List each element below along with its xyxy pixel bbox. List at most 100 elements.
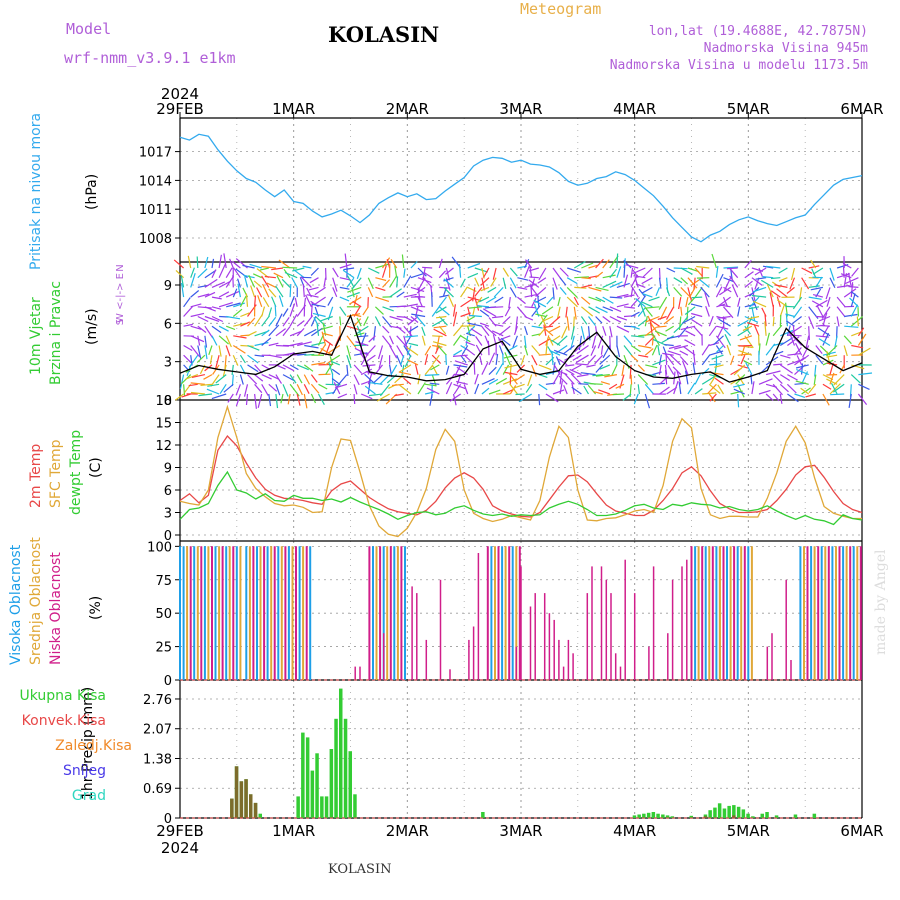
wind-arrow [616,293,629,298]
wind-arrow [557,296,561,307]
wind-arrow [485,296,497,304]
wind-arrow [665,306,675,320]
wind-arrow [538,364,552,371]
wind-arrow [289,364,299,371]
wind-arrow [305,294,312,308]
wind-arrow [310,267,319,276]
wind-arrow [445,267,454,275]
precip-convective-bar [239,781,244,818]
wind-arrow [435,306,447,314]
wind-arrow [280,393,284,404]
wind-arrow [599,364,611,370]
precip-total-bar [760,813,764,818]
wind-arrow [583,385,590,395]
wind-arrow [353,374,360,386]
wind-arrow [787,353,801,356]
wind-arrow [468,314,482,318]
wind-arrow [552,277,558,290]
wind-arrow [693,326,703,337]
wind-arrow [223,383,234,393]
wind-arrow [313,296,326,306]
x-tick-label-top: 29FEB [156,100,203,118]
wind-arrow [254,374,264,382]
wind-arrow [573,306,577,320]
wind-arrow [368,393,383,397]
wind-arrow [581,277,591,280]
wind-arrow [531,345,540,355]
wind-arrow [668,344,681,350]
wind-arrow [481,277,486,291]
wind-arrow [694,373,701,385]
wind-arrow [701,354,711,366]
wind-arrow [794,342,803,356]
wind-arrow [751,306,756,322]
wind-arrow [802,345,810,358]
wind-arrow [616,303,629,308]
wind-arrow [364,385,376,395]
wind-arrow [408,325,419,333]
wind-arrow [343,267,355,271]
wind-arrow [437,345,447,356]
wind-arrow [573,296,580,306]
wind-arrow [588,306,600,314]
wind-arrow [794,347,802,356]
wind-arrow [311,362,326,366]
wind-arrow [406,345,412,356]
precip-total-bar [732,805,736,818]
wind-arrow [652,338,667,347]
wind-arrow [218,291,230,298]
wind-arrow [589,383,603,385]
wind-arrow [431,305,441,317]
wind-arrow [673,277,683,284]
wind-arrow [850,282,854,298]
wind-arrow [320,325,333,330]
wind-arrow [417,296,423,307]
wind-arrow [278,295,284,307]
wind-arrow [247,344,260,351]
wind-arrow [312,312,326,318]
wind-arrow [726,267,738,270]
wind-arrow [563,345,575,355]
wind-arrow [609,335,611,350]
wind-arrow [849,297,859,308]
wind-arrow [235,384,241,396]
wind-arrow [181,282,185,298]
x-tick-label-bottom: 1MAR [272,822,315,840]
wind-arrow [334,335,341,347]
wind-arrow [443,278,454,288]
wind-arrow [453,334,462,346]
wind-arrow [225,325,236,331]
wind-arrow [680,325,696,331]
wind-arrow [348,296,362,305]
wind-arrow [225,290,240,298]
wind-arrow [484,325,497,337]
wind-arrow [789,277,796,290]
wind-arrow [190,273,196,288]
wind-arrow [331,368,341,376]
wind-arrow [254,354,265,357]
precip-total-bar [348,751,352,818]
wind-arrow [538,326,548,337]
wind-arrow [190,335,205,343]
wind-arrow [538,267,547,281]
wind-arrow [561,325,568,339]
wind-arrow [588,296,602,302]
wind-arrow [774,284,788,288]
wind-arrow [346,355,352,369]
wind-arrow [812,267,824,275]
ytick-label-cloud: 0 [164,674,172,689]
wind-arrow [709,374,717,385]
wind-arrow [456,374,462,385]
wind-arrow [498,335,511,341]
wind-arrow [474,277,480,287]
wind-arrow [623,306,635,309]
wind-arrow [581,296,591,305]
wind-arrow [481,325,490,337]
wind-arrow [737,384,745,398]
wind-arrow [776,296,781,307]
wind-arrow [567,267,581,273]
wind-arrow [396,325,406,334]
wind-arrow [266,282,277,288]
wind-arrow [549,349,561,356]
wind-arrow [487,286,497,293]
